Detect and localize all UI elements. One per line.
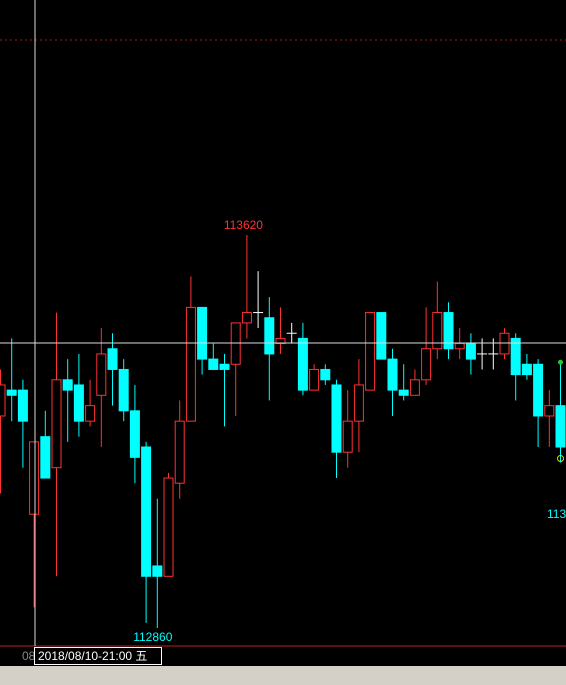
- body: [275, 337, 286, 345]
- body: [454, 343, 465, 350]
- body: [96, 353, 107, 396]
- body: [0, 384, 6, 417]
- body: [510, 337, 521, 376]
- body: [118, 368, 129, 412]
- candles: [0, 235, 566, 628]
- high-label: 113620: [224, 218, 263, 232]
- cursor-label: 2018/08/10-21:00 五: [38, 649, 147, 663]
- body: [85, 405, 96, 422]
- body: [499, 332, 510, 355]
- body: [555, 405, 566, 448]
- body: [533, 363, 544, 417]
- clipped-price: 113: [547, 507, 566, 521]
- body: [29, 441, 40, 515]
- body: [152, 565, 163, 577]
- body: [6, 389, 17, 396]
- marker-top: [558, 359, 563, 365]
- body: [353, 384, 364, 422]
- body: [443, 312, 454, 350]
- body: [51, 379, 62, 469]
- body: [197, 306, 208, 360]
- body: [129, 410, 140, 458]
- body: [398, 389, 409, 396]
- body: [163, 477, 174, 577]
- chart: 08 113 2018/08/10-21:00 五 113620 112860: [0, 0, 566, 666]
- body: [421, 348, 432, 381]
- body: [107, 348, 118, 370]
- background: [0, 0, 566, 666]
- body: [174, 420, 185, 484]
- body: [264, 317, 275, 355]
- low-label: 112860: [133, 630, 172, 644]
- body: [331, 384, 342, 453]
- body: [544, 405, 555, 417]
- body: [342, 420, 353, 453]
- body: [376, 312, 387, 360]
- body: [465, 343, 476, 360]
- cursor-box: [34, 647, 162, 665]
- body: [40, 436, 51, 479]
- clipped-date: 08: [22, 649, 36, 663]
- body: [387, 358, 398, 391]
- body: [219, 363, 230, 370]
- body: [73, 384, 84, 422]
- body: [309, 368, 320, 391]
- body: [17, 389, 28, 422]
- body: [241, 312, 252, 324]
- body: [297, 337, 308, 391]
- body: [320, 368, 331, 381]
- body: [230, 322, 241, 365]
- marker-bottom: [557, 455, 564, 463]
- body: [208, 358, 219, 370]
- body: [432, 312, 443, 350]
- body: [185, 306, 196, 422]
- body: [409, 379, 420, 396]
- body: [62, 379, 73, 391]
- body: [521, 363, 532, 376]
- body: [141, 446, 152, 577]
- body: [365, 312, 376, 391]
